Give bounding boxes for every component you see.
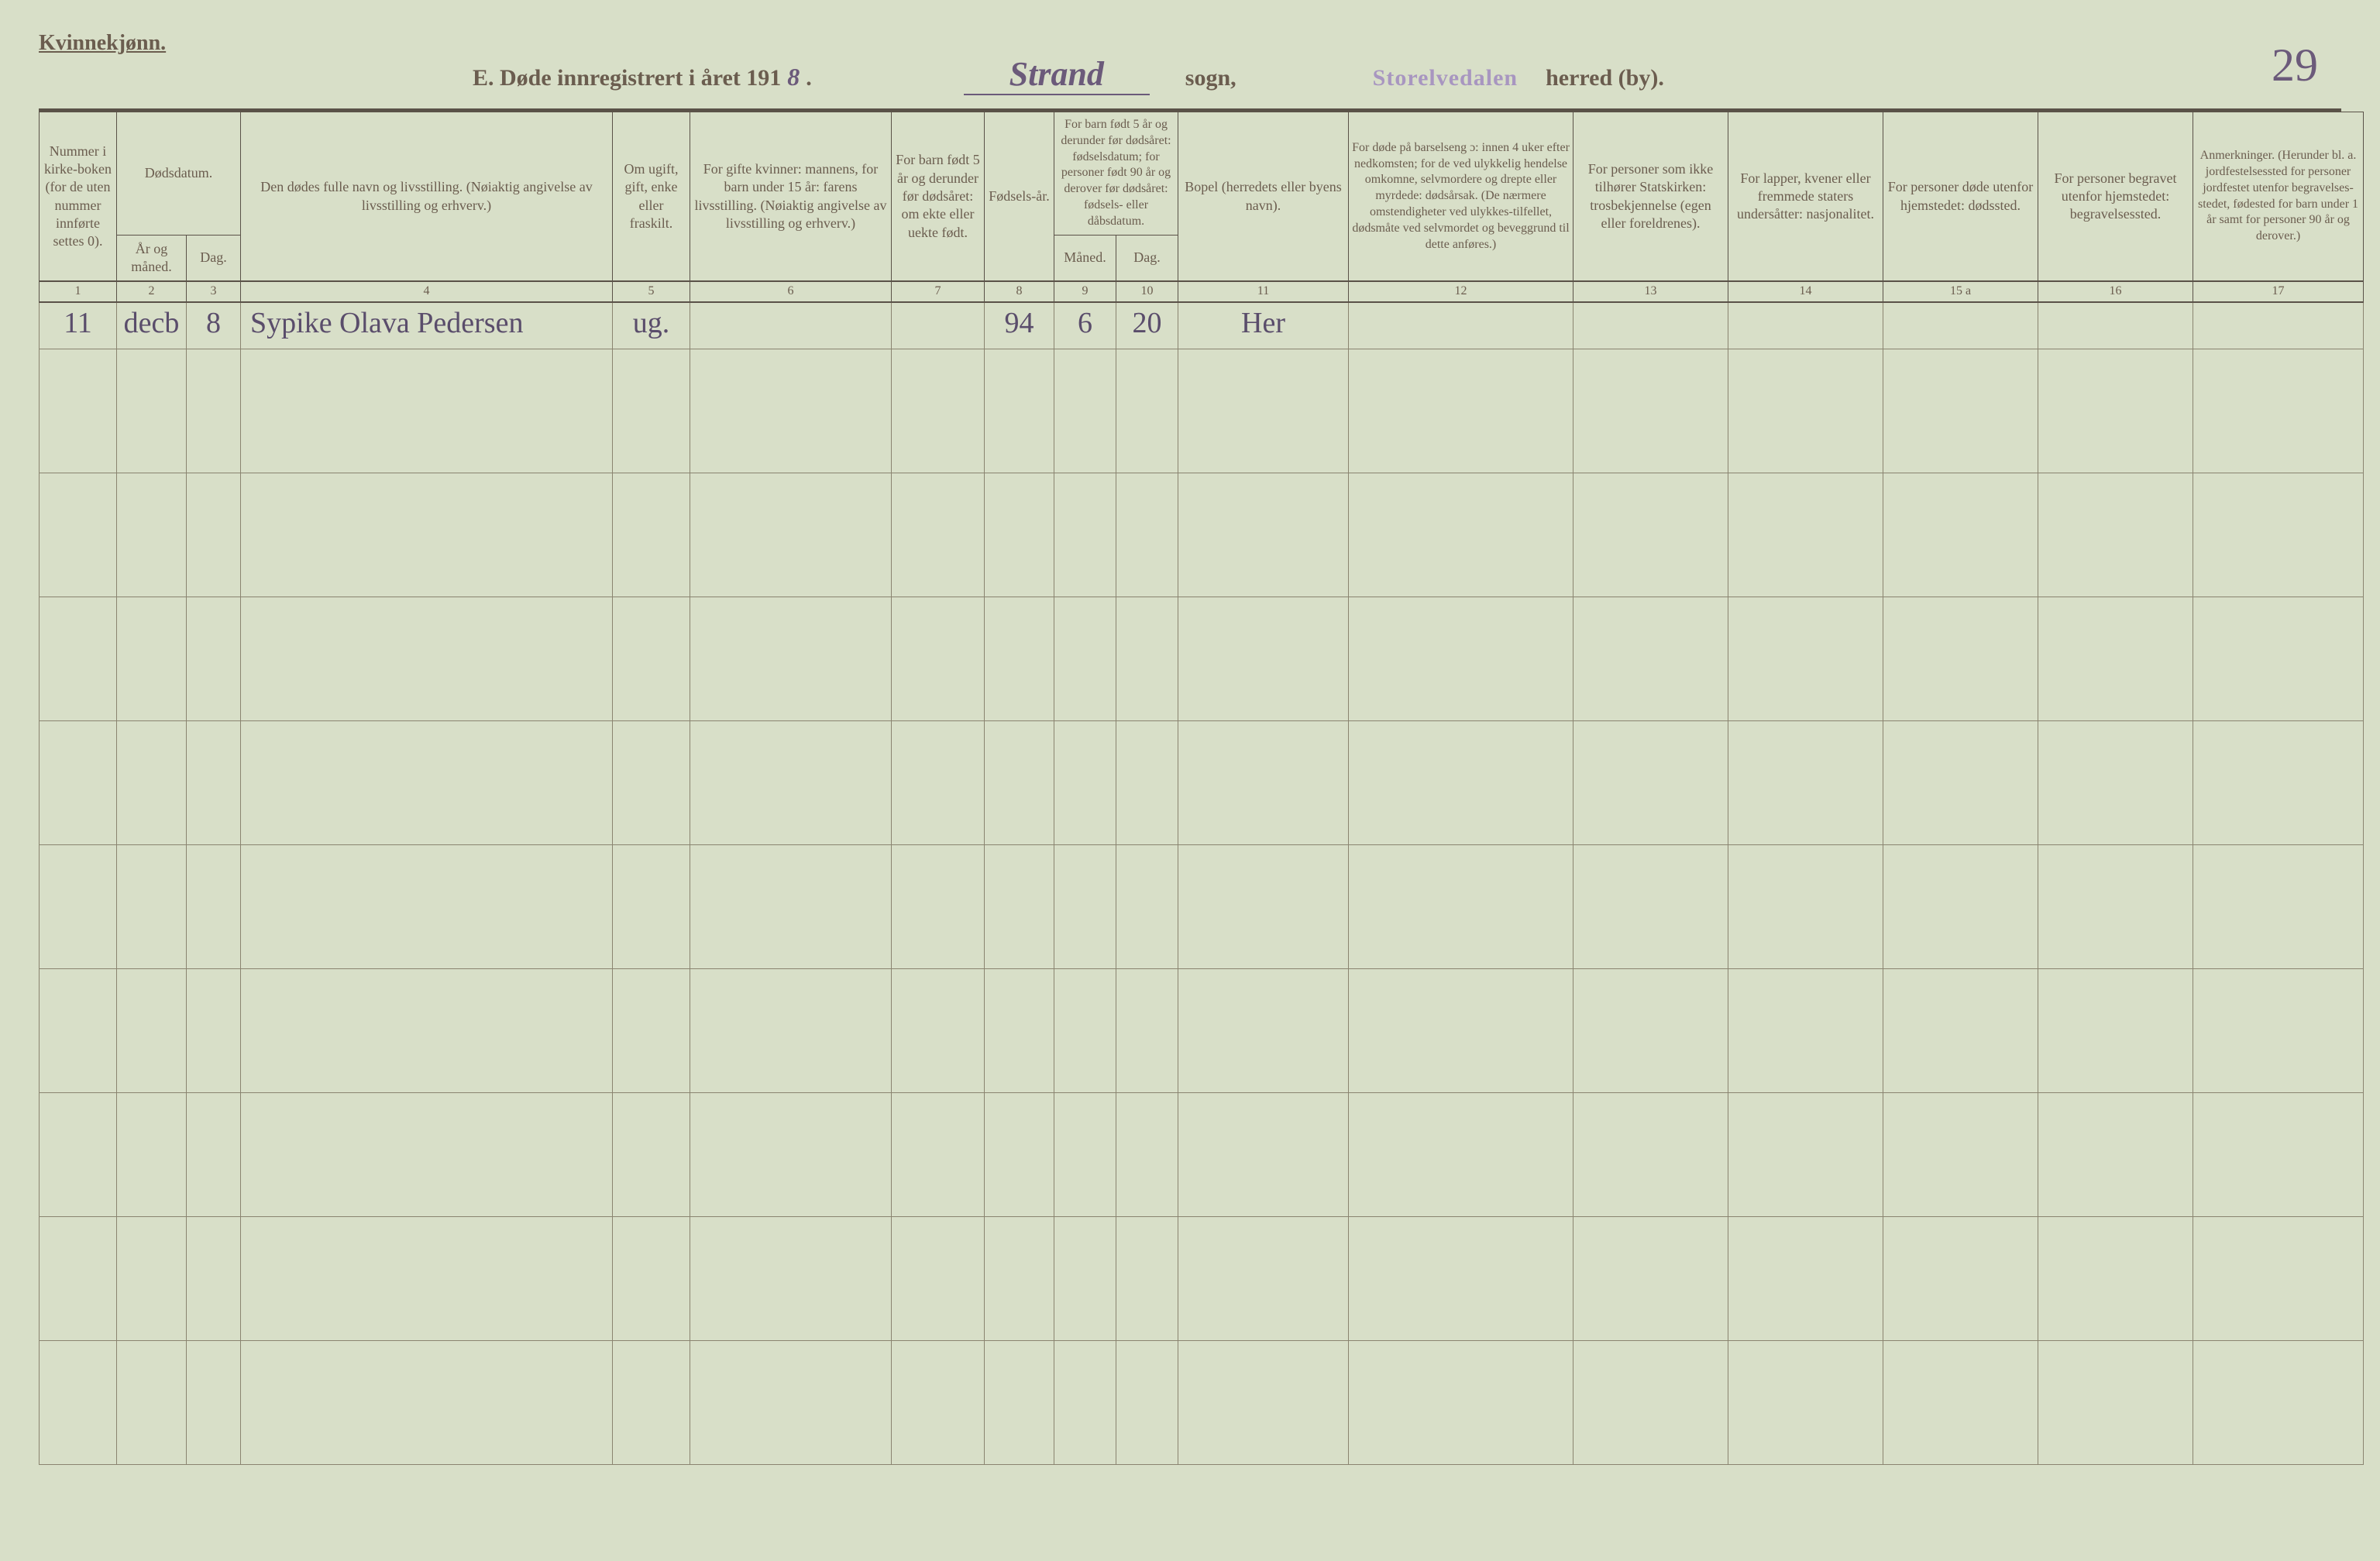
cell-16 [2038,302,2193,349]
district-label: herred (by). [1546,65,1664,91]
table-row [40,597,2364,720]
col-num-10: 10 [1116,281,1178,302]
cell-13 [1573,302,1728,349]
col-num-5: 5 [613,281,690,302]
cell-num: 11 [40,302,117,349]
table-body: 11 decb 8 Sypike Olava Pedersen ug. 94 6… [40,302,2364,1464]
col-header-5: Om ugift, gift, enke eller fraskilt. [613,112,690,282]
col-num-8: 8 [985,281,1054,302]
cell-17 [2193,302,2364,349]
col-num-17: 17 [2193,281,2364,302]
col-header-8: Fødsels-år. [985,112,1054,282]
cell-7 [892,302,985,349]
table-row [40,720,2364,844]
gender-label: Kvinnekjønn. [39,31,166,56]
col-header-13: For personer som ikke tilhører Statskirk… [1573,112,1728,282]
col-header-15: For personer døde utenfor hjemstedet: dø… [1883,112,2038,282]
col-header-4: Den dødes fulle navn og livsstilling. (N… [241,112,613,282]
col-header-6: For gifte kvinner: mannens, for barn und… [690,112,892,282]
page-number: 29 [2272,39,2318,92]
column-number-row: 1 2 3 4 5 6 7 8 9 10 11 12 13 14 15 a 16… [40,281,2364,302]
col-header-2b: Dag. [187,235,241,281]
title-period: . [806,65,812,91]
col-num-7: 7 [892,281,985,302]
register-table: Nummer i kirke-boken (for de uten nummer… [39,112,2364,1465]
cell-14 [1728,302,1883,349]
col-num-4: 4 [241,281,613,302]
col-header-9-top: For barn født 5 år og derunder før dødså… [1054,112,1178,236]
document-header: Kvinnekjønn. E. Døde innregistrert i åre… [39,31,2341,93]
col-num-15: 15 a [1883,281,2038,302]
table-row [40,1216,2364,1340]
cell-birth-month: 6 [1054,302,1116,349]
col-header-14: For lapper, kvener eller fremmede stater… [1728,112,1883,282]
table-row [40,349,2364,473]
col-num-3: 3 [187,281,241,302]
parish-handwritten: Strand [964,54,1150,95]
table-row [40,473,2364,597]
cell-12 [1349,302,1573,349]
col-header-16: For personer begravet utenfor hjemstedet… [2038,112,2193,282]
col-header-11: Bopel (herredets eller byens navn). [1178,112,1349,282]
col-num-13: 13 [1573,281,1728,302]
col-header-1: Nummer i kirke-boken (for de uten nummer… [40,112,117,282]
parish-label: sogn, [1185,65,1236,91]
title-prefix: E. Døde innregistrert i året 191 [473,65,781,91]
col-header-9a: Måned. [1054,235,1116,281]
col-num-11: 11 [1178,281,1349,302]
col-header-12: For døde på barselseng ɔ: innen 4 uker e… [1349,112,1573,282]
table-row [40,844,2364,968]
col-num-14: 14 [1728,281,1883,302]
col-header-2-top: Dødsdatum. [117,112,241,236]
col-num-1: 1 [40,281,117,302]
table-row: 11 decb 8 Sypike Olava Pedersen ug. 94 6… [40,302,2364,349]
col-header-2a: År og måned. [117,235,187,281]
col-num-2: 2 [117,281,187,302]
cell-15 [1883,302,2038,349]
cell-name: Sypike Olava Pedersen [241,302,613,349]
col-header-7: For barn født 5 år og derunder før dødså… [892,112,985,282]
year-suffix: 8 [787,63,800,91]
col-num-9: 9 [1054,281,1116,302]
cell-day: 8 [187,302,241,349]
col-header-17: Anmerkninger. (Herunder bl. a. jordfeste… [2193,112,2364,282]
cell-month: decb [117,302,187,349]
cell-residence: Her [1178,302,1349,349]
cell-6 [690,302,892,349]
col-num-12: 12 [1349,281,1573,302]
col-header-9b: Dag. [1116,235,1178,281]
district-stamped: Storelvedalen [1373,65,1518,91]
table-row [40,968,2364,1092]
table-row [40,1092,2364,1216]
table-header: Nummer i kirke-boken (for de uten nummer… [40,112,2364,303]
title-line: E. Døde innregistrert i året 1918 . Stra… [473,54,1664,95]
cell-status: ug. [613,302,690,349]
col-num-16: 16 [2038,281,2193,302]
col-num-6: 6 [690,281,892,302]
cell-birth-day: 20 [1116,302,1178,349]
table-row [40,1340,2364,1464]
cell-birth-year: 94 [985,302,1054,349]
